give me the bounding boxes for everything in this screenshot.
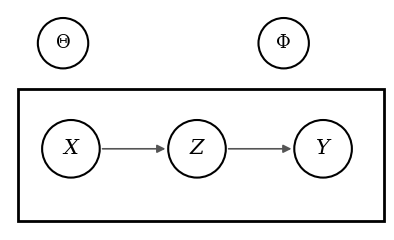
Ellipse shape [42, 120, 100, 178]
Ellipse shape [38, 18, 88, 68]
Text: Φ: Φ [276, 34, 291, 52]
Text: X: X [63, 139, 78, 158]
Text: Z: Z [190, 139, 204, 158]
Ellipse shape [258, 18, 309, 68]
Bar [18, 89, 384, 221]
Text: Y: Y [316, 139, 330, 158]
Ellipse shape [294, 120, 352, 178]
Text: Θ: Θ [56, 34, 71, 52]
Ellipse shape [168, 120, 226, 178]
